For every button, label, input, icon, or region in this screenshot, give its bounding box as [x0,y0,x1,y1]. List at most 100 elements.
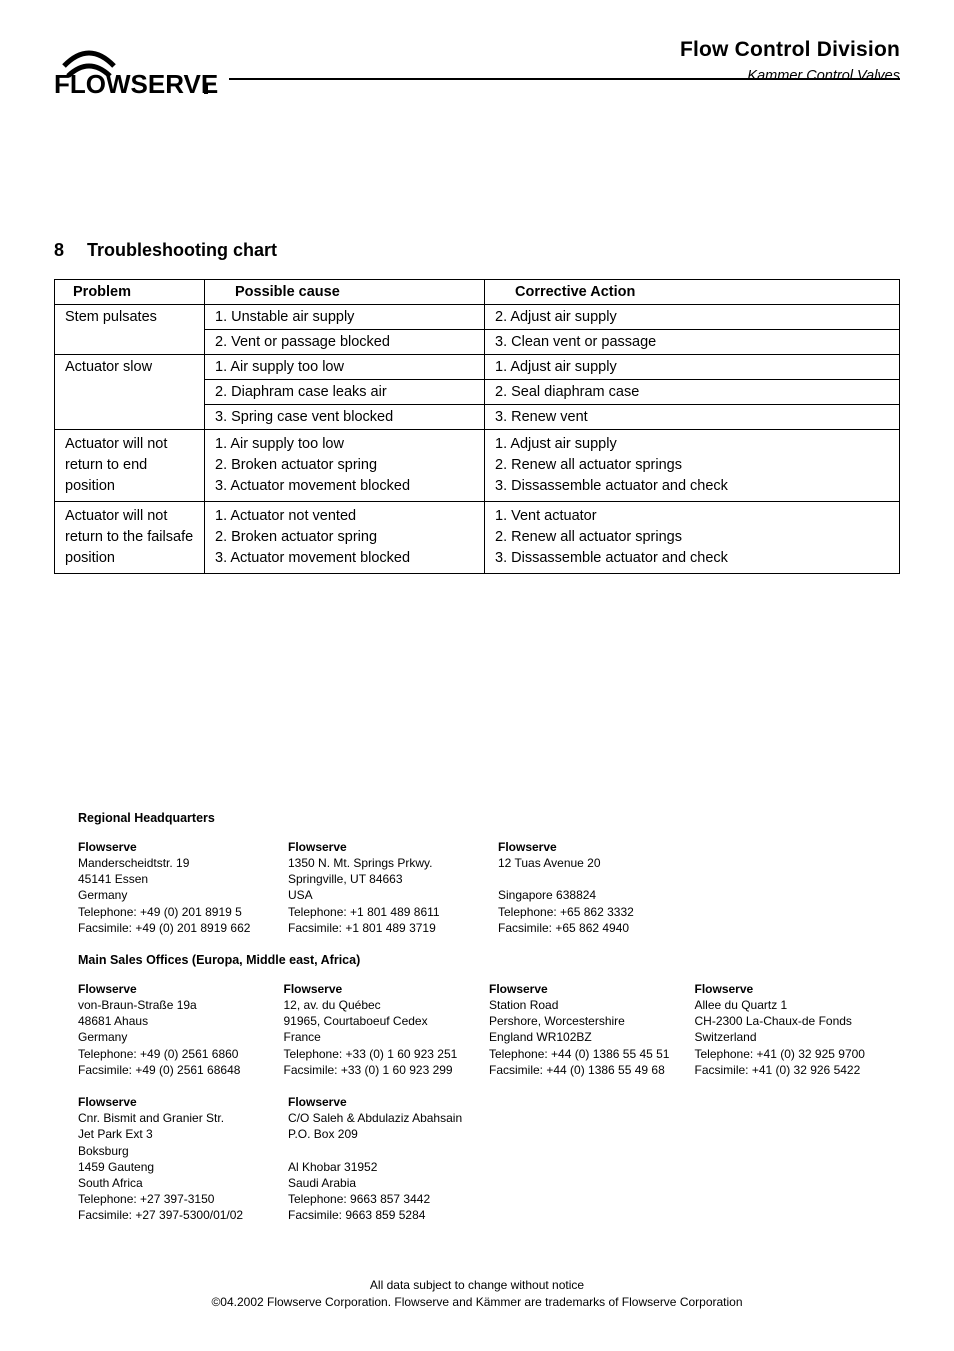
address-name: Flowserve [284,981,478,997]
logo: FLOWSERVE [54,38,224,100]
table-header-row: Problem Possible cause Corrective Action [55,280,900,305]
address-line: Telephone: +65 862 3332 [498,904,696,920]
troubleshooting-table: Problem Possible cause Corrective Action… [54,279,900,574]
address-line: Telephone: +33 (0) 1 60 923 251 [284,1046,478,1062]
address-line [288,1143,486,1159]
address-line: Telephone: +44 (0) 1386 55 45 51 [489,1046,683,1062]
action-line: 1. Adjust air supply [495,434,889,455]
address-line: 12, av. du Québec [284,997,478,1013]
address-line: Jet Park Ext 3 [78,1126,276,1142]
action-cell: 1. Adjust air supply [485,355,900,380]
address-name: Flowserve [695,981,889,997]
address-line: Switzerland [695,1029,889,1045]
address-line: Station Road [489,997,683,1013]
address-line: Allee du Quartz 1 [695,997,889,1013]
address-line: Germany [78,887,276,903]
address-name: Flowserve [489,981,683,997]
address-line: CH-2300 La-Chaux-de Fonds [695,1013,889,1029]
action-line: 2. Renew all actuator springs [495,455,889,476]
address-line: C/O Saleh & Abdulaziz Abahsain [288,1110,486,1126]
cause-line: 1. Actuator not vented [215,506,474,527]
col-action: Corrective Action [485,280,900,305]
hq-row: FlowserveManderscheidtstr. 1945141 Essen… [78,839,900,936]
table-row: Actuator will not return to the failsafe… [55,502,900,574]
cause-cell: 1. Air supply too low2. Broken actuator … [205,430,485,502]
address-line: Al Khobar 31952 [288,1159,486,1175]
address-line: France [284,1029,478,1045]
address-line: 91965, Courtaboeuf Cedex [284,1013,478,1029]
action-cell: 3. Clean vent or passage [485,330,900,355]
address-line: Telephone: +41 (0) 32 925 9700 [695,1046,889,1062]
address-line: Telephone: +49 (0) 2561 6860 [78,1046,272,1062]
address-block: Flowserve1350 N. Mt. Springs Prkwy.Sprin… [288,839,498,936]
address-line: Cnr. Bismit and Granier Str. [78,1110,276,1126]
logo-text: FLOWSERVE [54,69,218,99]
address-block: FlowserveManderscheidtstr. 1945141 Essen… [78,839,288,936]
sales-row-2: FlowserveCnr. Bismit and Granier Str.Jet… [78,1094,900,1224]
action-line: 1. Vent actuator [495,506,889,527]
cause-line: 2. Broken actuator spring [215,527,474,548]
address-line: Springville, UT 84663 [288,871,486,887]
subdivision-title: Kammer Control Valves [680,68,900,84]
cause-line: 1. Air supply too low [215,434,474,455]
address-line [498,871,696,887]
address-line: Facsimile: +27 397-5300/01/02 [78,1207,276,1223]
address-name: Flowserve [78,981,272,997]
cause-cell: 1. Unstable air supply [205,305,485,330]
action-cell: 2. Adjust air supply [485,305,900,330]
address-name: Flowserve [288,1094,486,1110]
address-line: 45141 Essen [78,871,276,887]
section-number: 8 [54,240,82,261]
address-line: 12 Tuas Avenue 20 [498,855,696,871]
cause-line: 2. Broken actuator spring [215,455,474,476]
address-line: England WR102BZ [489,1029,683,1045]
address-line: Facsimile: +49 (0) 201 8919 662 [78,920,276,936]
cause-cell: 2. Diaphram case leaks air [205,380,485,405]
page-header: FLOWSERVE Flow Control Division Kammer C… [54,38,900,100]
sales-heading: Main Sales Offices (Europa, Middle east,… [78,952,900,969]
addresses-block: Regional Headquarters FlowserveMandersch… [78,810,900,1240]
action-cell: 3. Renew vent [485,405,900,430]
address-name: Flowserve [78,839,276,855]
action-cell: 1. Vent actuator2. Renew all actuator sp… [485,502,900,574]
address-line: South Africa [78,1175,276,1191]
division-title: Flow Control Division [680,38,900,62]
address-line: Saudi Arabia [288,1175,486,1191]
address-line: Facsimile: +1 801 489 3719 [288,920,486,936]
sales-row-1: Flowservevon-Braun-Straße 19a48681 Ahaus… [78,981,900,1078]
address-name: Flowserve [498,839,696,855]
header-right: Flow Control Division Kammer Control Val… [680,38,900,84]
address-line: Facsimile: +49 (0) 2561 68648 [78,1062,272,1078]
address-line: Telephone: 9663 857 3442 [288,1191,486,1207]
address-line: 1350 N. Mt. Springs Prkwy. [288,855,486,871]
cause-cell: 3. Spring case vent blocked [205,405,485,430]
flowserve-logo-icon: FLOWSERVE [54,38,224,100]
address-line: Facsimile: +65 862 4940 [498,920,696,936]
address-line: Manderscheidtstr. 19 [78,855,276,871]
address-block: Flowservevon-Braun-Straße 19a48681 Ahaus… [78,981,284,1078]
footer-line-1: All data subject to change without notic… [0,1277,954,1294]
cause-cell: 1. Actuator not vented2. Broken actuator… [205,502,485,574]
address-line: Facsimile: +33 (0) 1 60 923 299 [284,1062,478,1078]
problem-cell: Actuator slow [55,355,205,430]
cause-line: 3. Actuator movement blocked [215,476,474,497]
section-heading: 8 Troubleshooting chart [54,240,900,261]
col-problem: Problem [55,280,205,305]
address-name: Flowserve [78,1094,276,1110]
table-row: Actuator slow1. Air supply too low1. Adj… [55,355,900,380]
address-block: FlowserveCnr. Bismit and Granier Str.Jet… [78,1094,288,1224]
action-cell: 1. Adjust air supply2. Renew all actuato… [485,430,900,502]
address-line: Pershore, Worcestershire [489,1013,683,1029]
address-block: FlowserveAllee du Quartz 1CH-2300 La-Cha… [695,981,901,1078]
address-line: Telephone: +49 (0) 201 8919 5 [78,904,276,920]
address-line: USA [288,887,486,903]
problem-cell: Stem pulsates [55,305,205,355]
address-block: FlowserveC/O Saleh & Abdulaziz AbahsainP… [288,1094,498,1224]
address-line: Germany [78,1029,272,1045]
address-block: Flowserve12, av. du Québec91965, Courtab… [284,981,490,1078]
problem-cell: Actuator will not return to end position [55,430,205,502]
cause-line: 3. Actuator movement blocked [215,548,474,569]
action-line: 2. Renew all actuator springs [495,527,889,548]
table-row: Stem pulsates1. Unstable air supply2. Ad… [55,305,900,330]
page-footer: All data subject to change without notic… [0,1277,954,1311]
